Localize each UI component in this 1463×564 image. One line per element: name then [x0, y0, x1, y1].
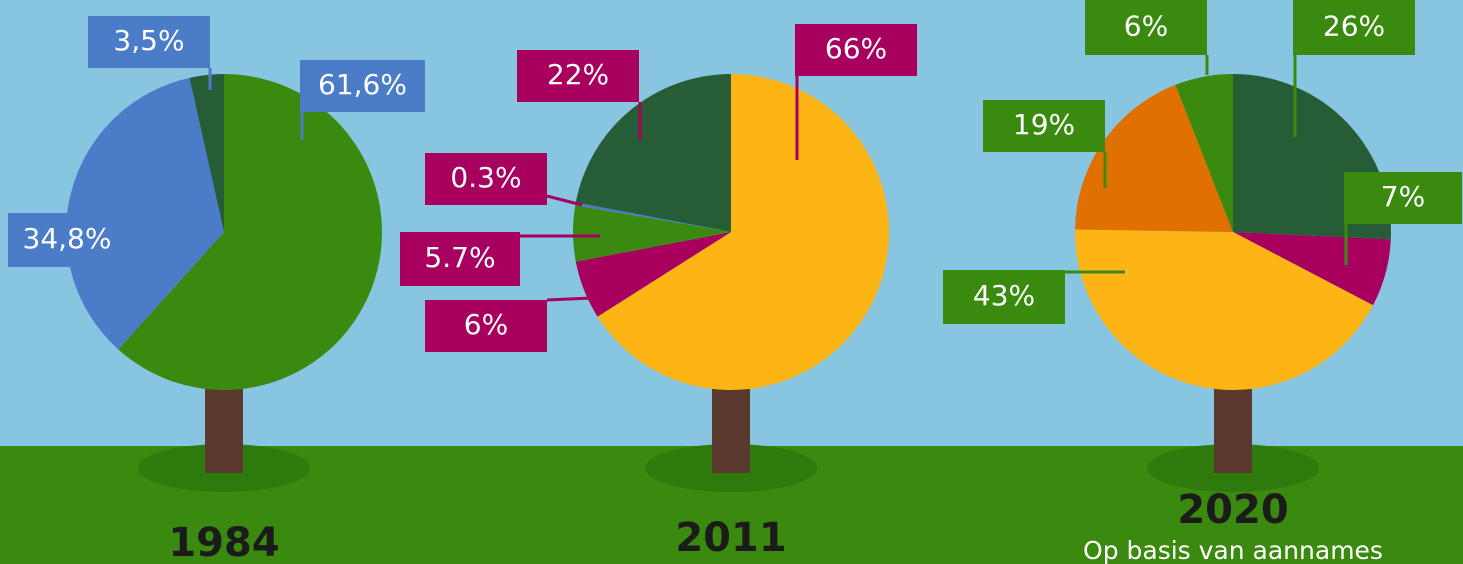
chart-title: 1984 — [168, 520, 279, 564]
tree-trunk — [712, 385, 750, 473]
label-leader — [547, 298, 592, 300]
data-label: 34,8% — [23, 222, 112, 255]
data-label: 5.7% — [424, 241, 495, 274]
data-label: 26% — [1323, 10, 1385, 43]
chart-title: 2011 — [675, 515, 786, 561]
data-label: 7% — [1381, 180, 1425, 213]
data-label: 19% — [1013, 108, 1075, 141]
data-label: 43% — [973, 279, 1035, 312]
data-label: 22% — [547, 58, 609, 91]
tree-trunk — [1214, 385, 1252, 473]
data-label: 0.3% — [450, 161, 521, 194]
chart: 61,6% 34,8% 3,5% 1984 66% 6% 5.7% 0.3% 22% 2011 26… — [0, 0, 1463, 564]
chart-title: 2020 — [1177, 487, 1288, 533]
data-label: 6% — [464, 308, 508, 341]
chart-subtitle: Op basis van aannames — [1083, 536, 1383, 564]
page: 61,6% 34,8% 3,5% 1984 66% 6% 5.7% 0.3% 22% 2011 26… — [0, 0, 1463, 564]
data-label: 66% — [825, 32, 887, 65]
tree-trunk — [205, 385, 243, 473]
data-label: 6% — [1124, 10, 1168, 43]
data-label: 3,5% — [113, 24, 184, 57]
data-label: 61,6% — [318, 68, 407, 101]
